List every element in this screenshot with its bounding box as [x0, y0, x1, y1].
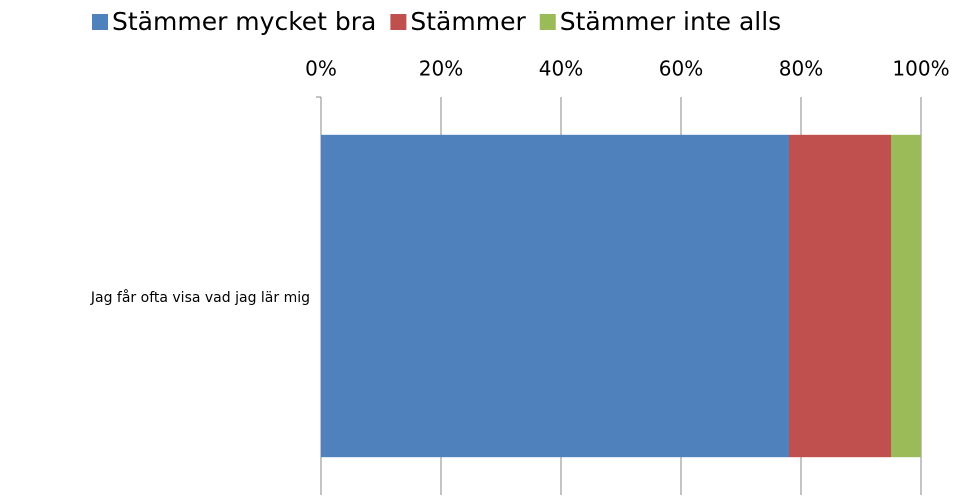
bar-segment: [891, 134, 921, 458]
bar-segment: [321, 134, 789, 458]
legend-swatch: [539, 14, 556, 30]
legend-label: Stämmer mycket bra: [112, 7, 376, 36]
y-tick-label: Jag får ofta visa vad jag lär mig: [90, 289, 310, 306]
x-tick-label: 100%: [892, 57, 949, 81]
x-tick-label: 20%: [419, 57, 463, 81]
x-tick-label: 80%: [779, 57, 823, 81]
bar-segment: [789, 134, 891, 458]
legend-swatch: [92, 14, 108, 30]
legend-label: Stämmer inte alls: [560, 7, 781, 36]
x-tick-label: 60%: [659, 57, 703, 81]
legend-label: Stämmer: [410, 7, 526, 36]
legend-swatch: [390, 14, 407, 30]
x-tick-label: 40%: [539, 57, 583, 81]
x-tick-label: 0%: [305, 57, 337, 81]
